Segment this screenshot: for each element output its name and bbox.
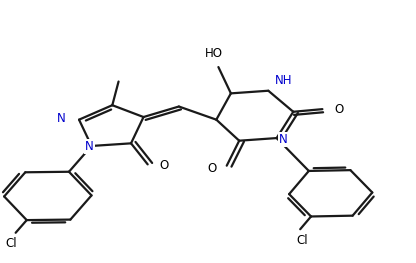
Text: O: O <box>159 159 168 172</box>
Text: N: N <box>279 133 287 146</box>
Text: Cl: Cl <box>6 237 17 250</box>
Text: HO: HO <box>205 48 223 60</box>
Text: O: O <box>334 103 343 116</box>
Text: O: O <box>207 162 216 175</box>
Text: N: N <box>85 140 94 153</box>
Text: N: N <box>57 112 66 125</box>
Text: NH: NH <box>275 74 292 87</box>
Text: Cl: Cl <box>297 234 308 247</box>
